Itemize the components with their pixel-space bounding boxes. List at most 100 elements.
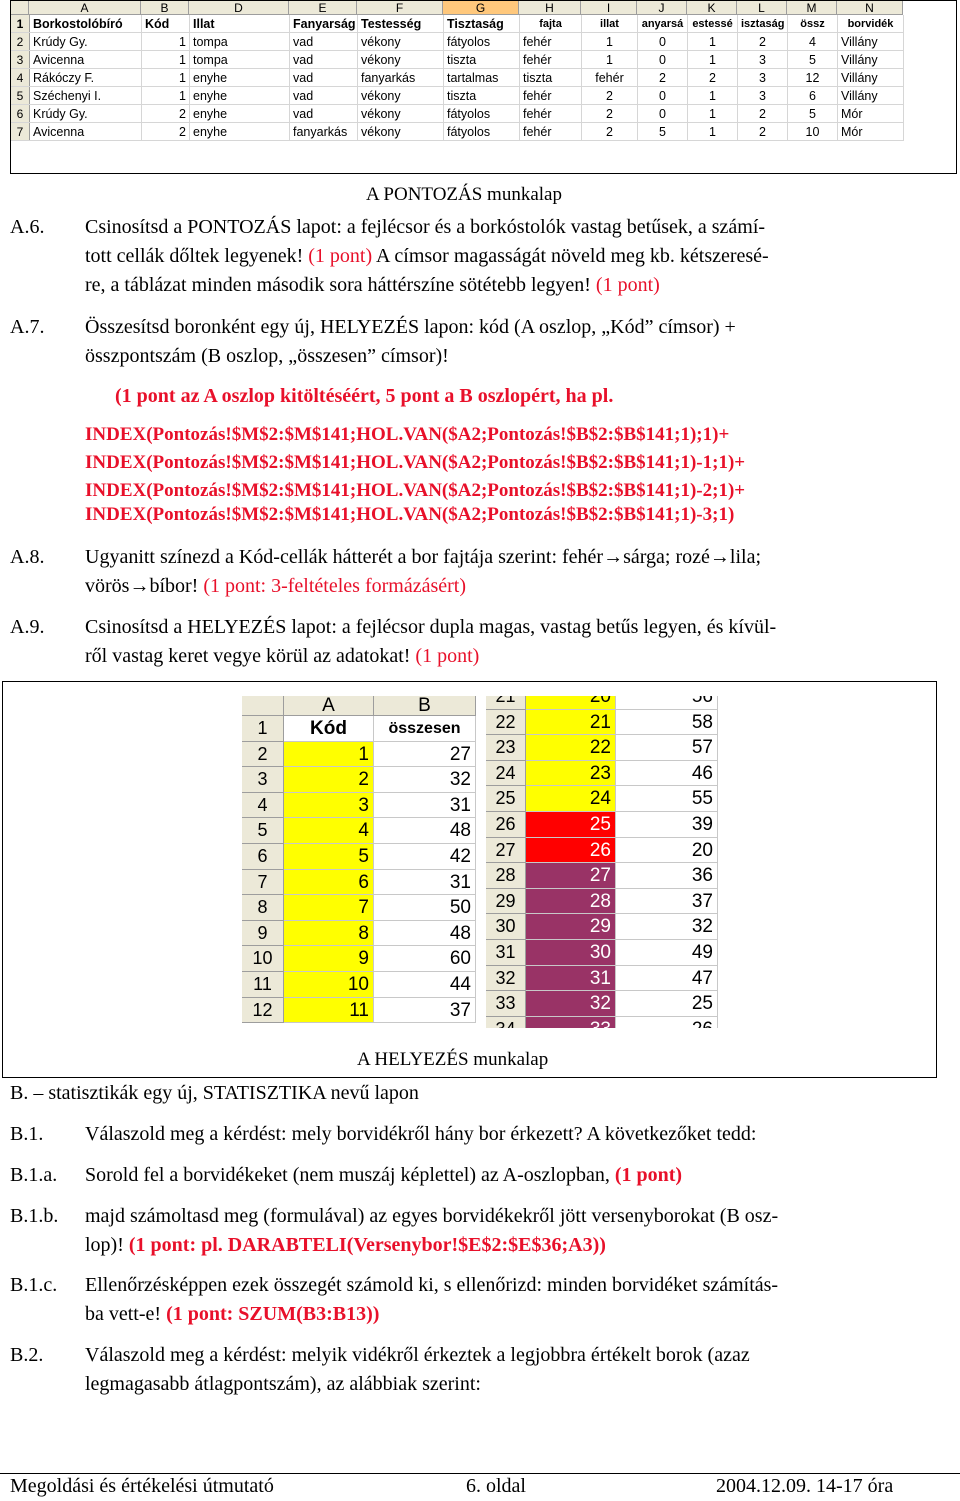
header-cell[interactable]: anyarsá — [637, 15, 688, 33]
row-header[interactable]: 23 — [486, 735, 526, 761]
osszesen-cell[interactable]: 49 — [616, 940, 718, 966]
kod-cell[interactable]: 31 — [526, 965, 616, 992]
row-header[interactable]: 2 — [11, 32, 30, 51]
table-cell[interactable]: enyhe — [189, 122, 290, 141]
table-cell[interactable]: vékony — [357, 32, 444, 51]
table-cell[interactable]: 0 — [637, 86, 688, 105]
kod-cell[interactable]: 4 — [284, 818, 374, 844]
column-letter-M[interactable]: M — [787, 1, 837, 15]
table-cell[interactable]: fehér — [581, 68, 638, 87]
table-cell[interactable]: 2 — [141, 104, 190, 123]
table-cell[interactable]: 1 — [141, 32, 190, 51]
osszesen-cell[interactable]: 58 — [616, 709, 718, 736]
table-cell[interactable]: Rákóczy F. — [29, 68, 142, 87]
row-header[interactable]: 26 — [486, 812, 526, 838]
kod-cell[interactable]: 29 — [526, 914, 616, 940]
column-letter-N[interactable]: N — [837, 1, 903, 15]
table-cell[interactable]: 2 — [637, 68, 688, 87]
kod-cell[interactable]: 10 — [284, 972, 374, 998]
kod-cell[interactable]: 25 — [526, 812, 616, 838]
table-cell[interactable]: vad — [289, 50, 358, 69]
table-cell[interactable]: 5 — [637, 122, 688, 141]
table-cell[interactable]: vad — [289, 68, 358, 87]
table-cell[interactable]: vad — [289, 104, 358, 123]
table-cell[interactable]: 3 — [737, 86, 788, 105]
table-cell[interactable]: 6 — [787, 86, 838, 105]
table-cell[interactable]: vékony — [357, 50, 444, 69]
row-header[interactable]: 21 — [486, 696, 526, 710]
kod-cell[interactable]: 8 — [284, 920, 374, 947]
header-cell[interactable]: Illat — [189, 15, 290, 33]
row-header[interactable]: 3 — [242, 767, 284, 793]
row-header[interactable]: 5 — [242, 818, 284, 844]
column-letter-H[interactable]: H — [519, 1, 581, 15]
header-cell[interactable]: isztaság — [737, 15, 788, 33]
table-cell[interactable]: 0 — [637, 104, 688, 123]
table-cell[interactable]: 2 — [737, 32, 788, 51]
table-cell[interactable]: enyhe — [189, 68, 290, 87]
table-cell[interactable]: 3 — [737, 68, 788, 87]
row-header[interactable]: 7 — [242, 869, 284, 896]
table-cell[interactable]: vékony — [357, 86, 444, 105]
table-cell[interactable]: 1 — [687, 86, 738, 105]
osszesen-cell[interactable]: 25 — [616, 991, 718, 1017]
kod-cell[interactable]: 21 — [526, 709, 616, 736]
row-header[interactable]: 31 — [486, 940, 526, 966]
table-cell[interactable]: fanyarkás — [289, 122, 358, 141]
row-header[interactable]: 33 — [486, 991, 526, 1017]
column-letter-L[interactable]: L — [737, 1, 787, 15]
row-header[interactable]: 5 — [11, 86, 30, 105]
osszesen-cell[interactable]: 60 — [374, 946, 476, 972]
table-cell[interactable]: Villány — [837, 68, 904, 87]
row-header[interactable]: 6 — [11, 104, 30, 123]
osszesen-cell[interactable]: 57 — [616, 735, 718, 761]
table-cell[interactable]: 0 — [637, 32, 688, 51]
header-cell-kod[interactable]: Kód — [284, 716, 374, 742]
table-cell[interactable]: fátyolos — [443, 122, 520, 141]
column-letter-K[interactable]: K — [687, 1, 737, 15]
row-header[interactable]: 34 — [486, 1016, 526, 1028]
kod-cell[interactable]: 1 — [284, 741, 374, 768]
kod-cell[interactable]: 24 — [526, 786, 616, 812]
row-header[interactable]: 22 — [486, 709, 526, 736]
table-cell[interactable]: Mór — [837, 104, 904, 123]
table-cell[interactable]: 5 — [787, 104, 838, 123]
kod-cell[interactable]: 28 — [526, 888, 616, 915]
table-cell[interactable]: vad — [289, 32, 358, 51]
osszesen-cell[interactable]: 55 — [616, 786, 718, 812]
kod-cell[interactable]: 7 — [284, 895, 374, 921]
table-cell[interactable]: tartalmas — [443, 68, 520, 87]
osszesen-cell[interactable]: 39 — [616, 812, 718, 838]
row-header[interactable]: 3 — [11, 50, 30, 69]
column-letter-D[interactable]: D — [189, 1, 289, 15]
table-cell[interactable]: 0 — [637, 50, 688, 69]
osszesen-cell[interactable]: 46 — [616, 760, 718, 787]
column-letter-J[interactable]: J — [637, 1, 687, 15]
table-cell[interactable]: Krúdy Gy. — [29, 32, 142, 51]
corner-cell[interactable] — [11, 1, 29, 15]
osszesen-cell[interactable]: 32 — [616, 914, 718, 940]
table-cell[interactable]: 1 — [687, 122, 738, 141]
osszesen-cell[interactable]: 31 — [374, 792, 476, 819]
kod-cell[interactable]: 11 — [284, 997, 374, 1024]
row-header[interactable]: 2 — [242, 741, 284, 768]
row-header[interactable]: 4 — [242, 792, 284, 819]
table-cell[interactable]: Villány — [837, 86, 904, 105]
header-cell[interactable]: illat — [581, 15, 638, 33]
table-cell[interactable]: Villány — [837, 32, 904, 51]
table-cell[interactable]: tiszta — [443, 86, 520, 105]
table-cell[interactable]: 2 — [141, 122, 190, 141]
column-letter-B[interactable]: B — [374, 696, 476, 716]
kod-cell[interactable]: 27 — [526, 863, 616, 889]
kod-cell[interactable]: 30 — [526, 940, 616, 966]
column-letter-F[interactable]: F — [357, 1, 443, 15]
table-cell[interactable]: 1 — [687, 104, 738, 123]
table-cell[interactable]: 1 — [687, 50, 738, 69]
row-header[interactable]: 30 — [486, 914, 526, 940]
table-cell[interactable]: fehér — [519, 104, 582, 123]
table-cell[interactable]: 10 — [787, 122, 838, 141]
table-cell[interactable]: 2 — [737, 104, 788, 123]
table-cell[interactable]: 1 — [687, 32, 738, 51]
column-letter-I[interactable]: I — [581, 1, 637, 15]
table-cell[interactable]: tiszta — [519, 68, 582, 87]
